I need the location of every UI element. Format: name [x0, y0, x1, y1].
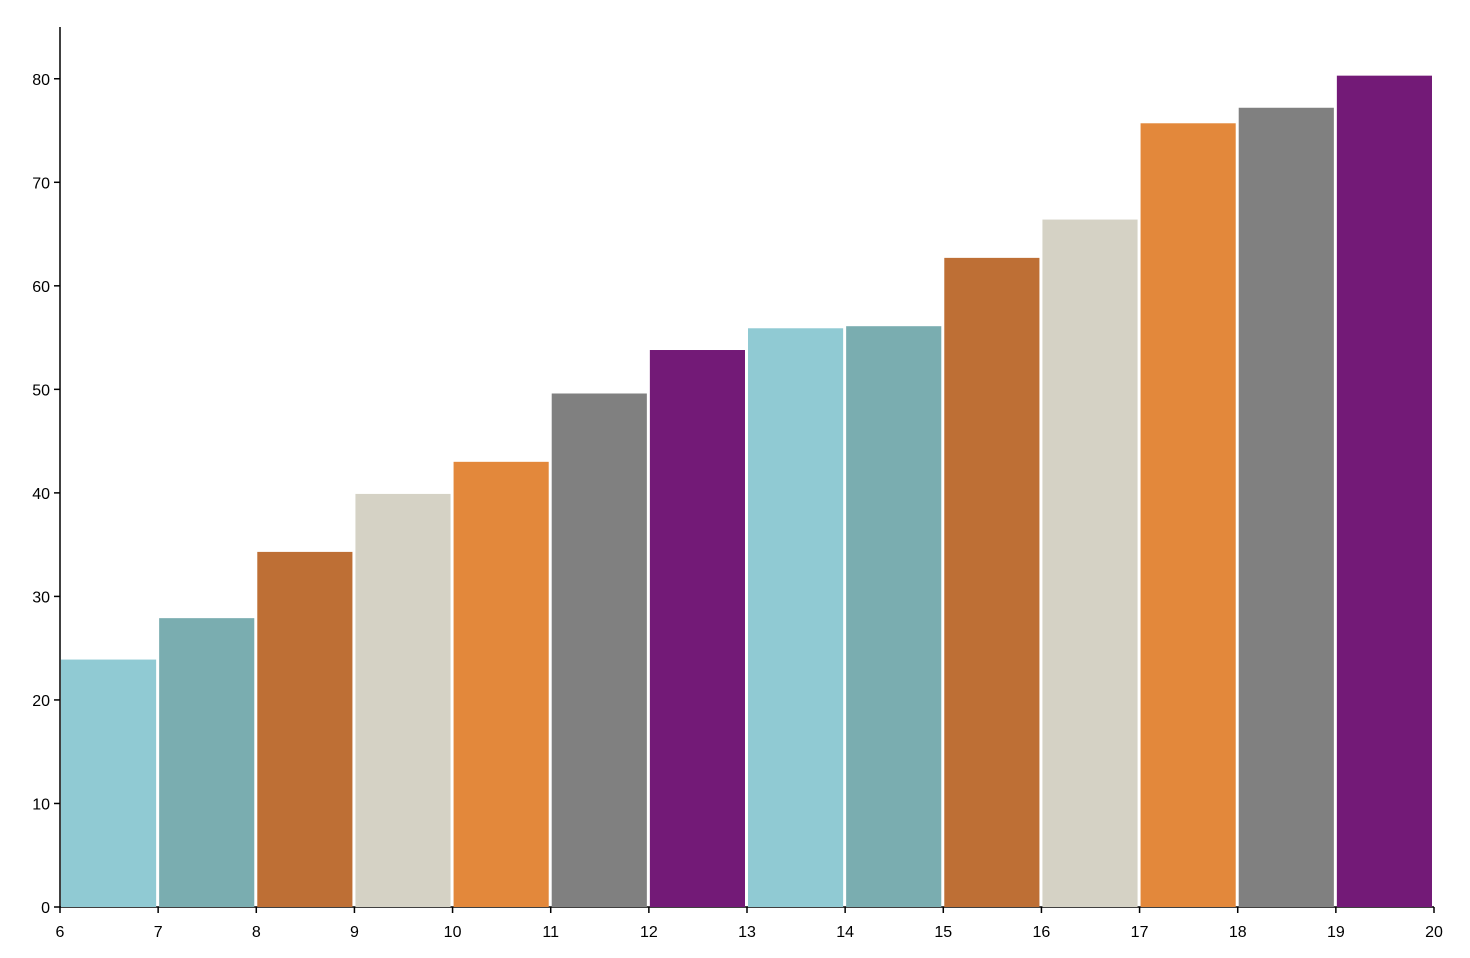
- bar: [1042, 219, 1138, 908]
- bar: [159, 618, 255, 907]
- x-tick-label: 9: [350, 924, 359, 941]
- bar: [453, 461, 549, 907]
- y-tick-label: 80: [32, 72, 50, 89]
- bar: [1336, 75, 1432, 908]
- y-tick-label: 70: [32, 175, 50, 192]
- bar: [355, 493, 451, 907]
- x-tick-label: 15: [934, 924, 952, 941]
- x-tick-label: 13: [738, 924, 756, 941]
- y-tick-label: 40: [32, 486, 50, 503]
- x-tick-label: 18: [1229, 924, 1247, 941]
- y-tick-label: 0: [41, 900, 50, 917]
- x-tick-label: 7: [154, 924, 163, 941]
- bar: [846, 326, 942, 907]
- bar: [748, 328, 844, 907]
- bar: [257, 551, 353, 907]
- x-tick-label: 11: [542, 924, 559, 941]
- x-tick-label: 8: [252, 924, 261, 941]
- x-tick-label: 12: [640, 924, 658, 941]
- x-tick-label: 20: [1425, 924, 1443, 941]
- bar: [649, 350, 745, 907]
- x-tick-label: 17: [1131, 924, 1149, 941]
- y-tick-label: 50: [32, 382, 50, 399]
- y-tick-label: 20: [32, 693, 50, 710]
- bar: [1140, 123, 1236, 908]
- bar: [944, 257, 1040, 907]
- bar: [551, 393, 647, 907]
- x-tick-label: 6: [56, 924, 65, 941]
- x-tick-label: 10: [444, 924, 462, 941]
- x-tick-label: 16: [1033, 924, 1051, 941]
- y-tick-label: 10: [32, 796, 50, 813]
- y-tick-label: 30: [32, 589, 50, 606]
- x-tick-label: 14: [836, 924, 854, 941]
- bar: [61, 659, 157, 907]
- bar: [1238, 107, 1334, 908]
- y-tick-label: 60: [32, 279, 50, 296]
- x-tick-label: 19: [1327, 924, 1345, 941]
